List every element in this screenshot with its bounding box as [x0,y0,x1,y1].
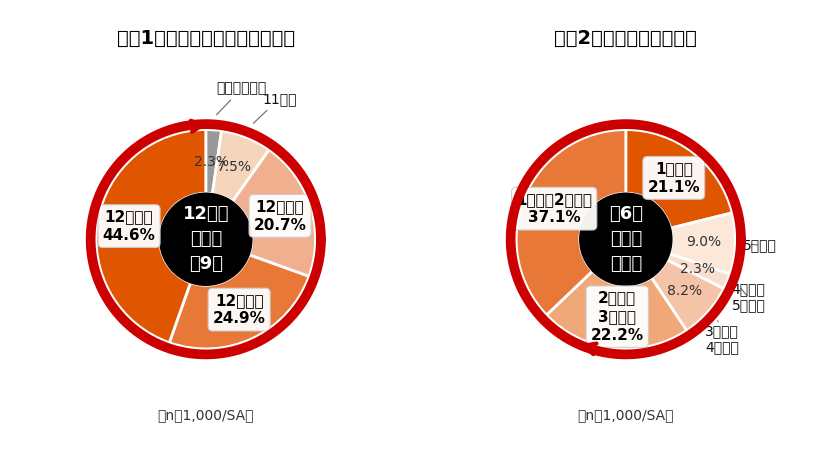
Wedge shape [547,271,686,349]
Text: 2日以上
3日未満
22.2%: 2日以上 3日未満 22.2% [591,290,643,343]
Wedge shape [651,260,724,331]
Wedge shape [626,130,732,228]
Text: 12月中旬
24.9%: 12月中旬 24.9% [213,293,265,327]
Text: 1日以上2日未満
37.1%: 1日以上2日未満 37.1% [517,192,592,226]
Circle shape [580,193,672,285]
Wedge shape [516,130,626,315]
Text: （n＝1,000/SA）: （n＝1,000/SA） [578,408,674,422]
Text: 7.5%: 7.5% [218,160,252,174]
Wedge shape [213,131,269,202]
Text: 5日以上: 5日以上 [743,238,777,252]
Text: 4日以上
5日未満: 4日以上 5日未満 [732,282,765,313]
Wedge shape [170,255,309,349]
Text: 8.2%: 8.2% [666,284,701,298]
Text: 12月上旬
20.7%: 12月上旬 20.7% [254,199,307,233]
Text: 3日以上
4日未満: 3日以上 4日未満 [706,321,739,355]
Text: 12月に
実施が
等9割: 12月に 実施が 等9割 [182,205,229,273]
Text: 11月中: 11月中 [254,92,297,123]
Text: 2.3%: 2.3% [194,154,229,169]
Wedge shape [669,213,736,274]
Circle shape [160,193,252,285]
Text: （n＝1,000/SA）: （n＝1,000/SA） [158,408,254,422]
Text: 1日未満
21.1%: 1日未満 21.1% [648,161,700,195]
Wedge shape [206,130,222,194]
Text: 2.3%: 2.3% [680,262,715,276]
Text: すでに終えた: すでに終えた [217,81,267,115]
Wedge shape [667,254,730,289]
Wedge shape [233,150,316,276]
Text: 等6割
が短期
集中型: 等6割 が短期 集中型 [609,205,643,273]
Title: 『図2』大掃除の所要日数: 『図2』大掃除の所要日数 [554,29,697,48]
Wedge shape [96,130,206,342]
Text: 9.0%: 9.0% [686,235,722,249]
Title: 『図1』大掃除の開始タイミング: 『図1』大掃除の開始タイミング [117,29,295,48]
Text: 12月下旬
44.6%: 12月下旬 44.6% [102,209,155,243]
